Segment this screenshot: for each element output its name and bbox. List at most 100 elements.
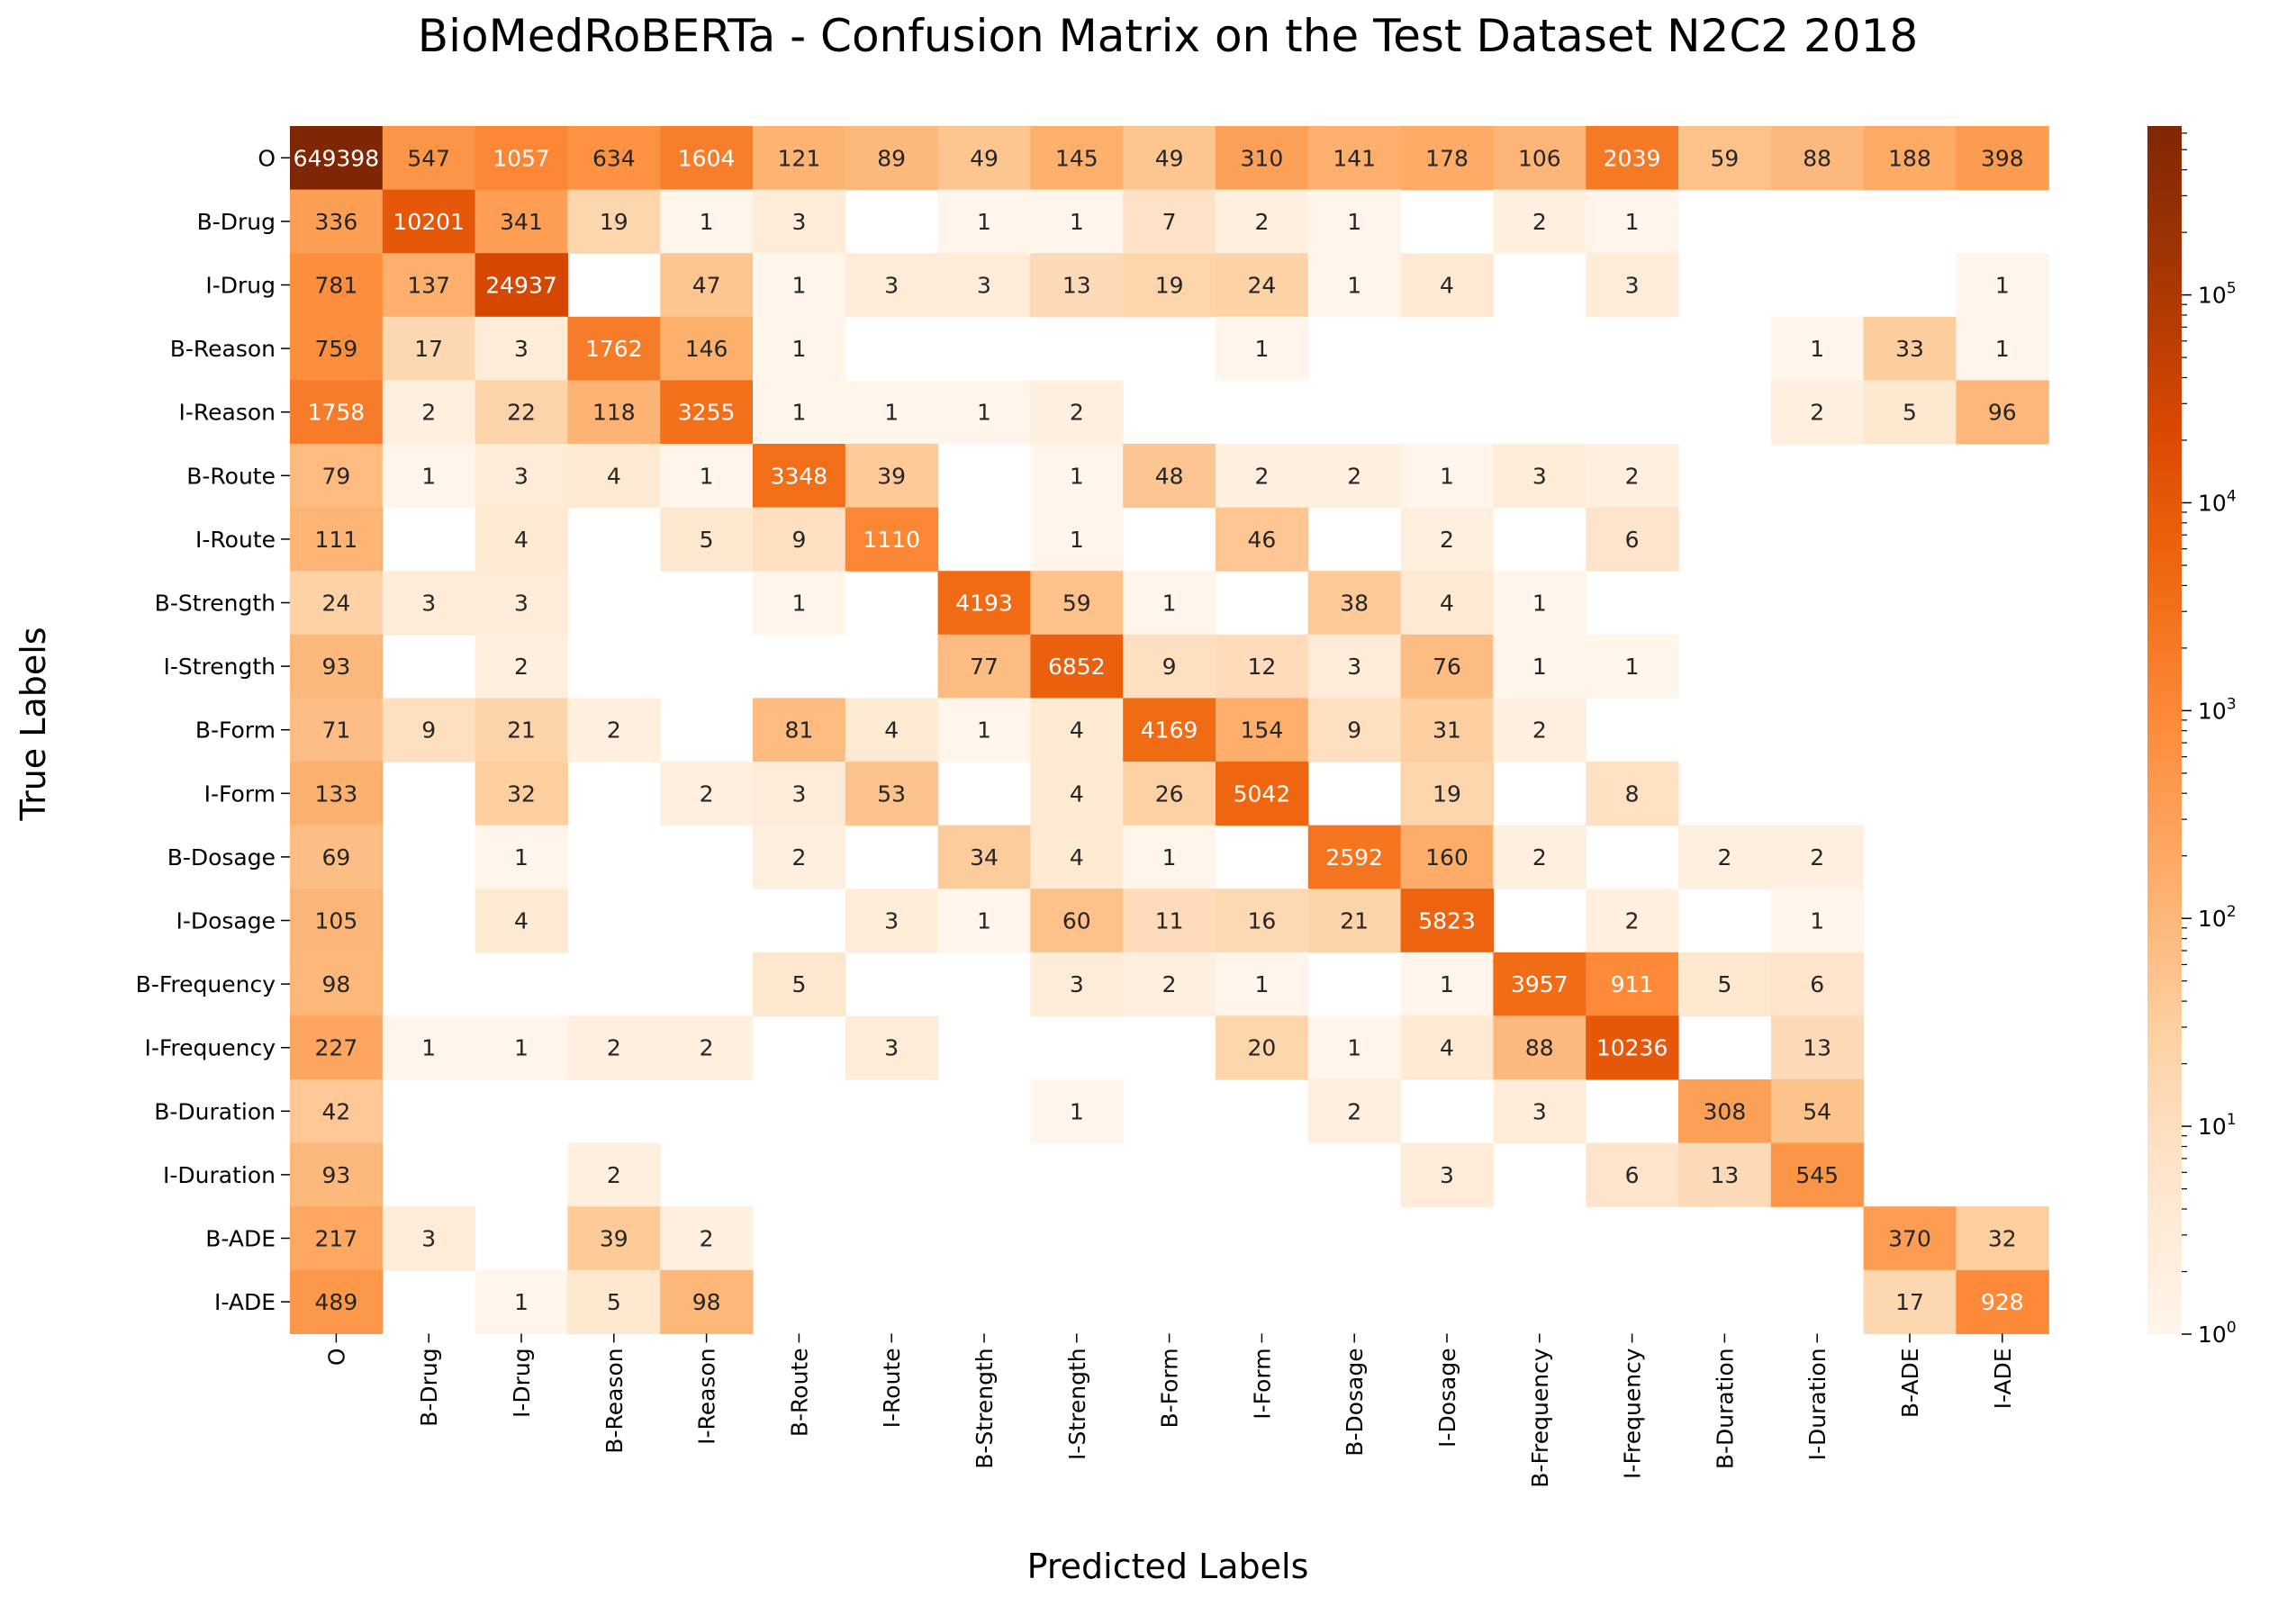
cell-value-label: 49 (1155, 145, 1184, 171)
cell-value-label: 2 (514, 654, 529, 680)
cell-value-label: 911 (1611, 971, 1654, 997)
heatmap-cell (845, 762, 939, 826)
cell-value-label: 3 (421, 591, 436, 617)
cell-value-label: 2 (791, 844, 806, 871)
column-tick-label: I-Form (1249, 1348, 1275, 1419)
y-axis-label: True Labels (14, 627, 53, 821)
heatmap-cell (753, 380, 846, 445)
cell-value-label: 2 (1717, 844, 1731, 871)
heatmap-cell (1123, 698, 1216, 762)
heatmap-cell (1216, 126, 1309, 191)
cell-value-label: 19 (1433, 780, 1461, 807)
heatmap-cell (290, 1142, 384, 1207)
heatmap-cell (1123, 825, 1216, 889)
colorbar-tick-label: 100 (2198, 1319, 2237, 1348)
heatmap-cell (753, 952, 846, 1016)
cell-value-label: 1057 (493, 145, 550, 171)
cell-value-label: 4193 (955, 591, 1013, 617)
cell-value-label: 3 (1625, 273, 1640, 299)
cell-value-label: 341 (500, 209, 543, 235)
column-tick-label: I-Dosage (1434, 1348, 1460, 1448)
heatmap-cell (290, 571, 384, 636)
cell-value-label: 2 (1810, 400, 1824, 426)
heatmap-cell (845, 253, 939, 318)
heatmap-cell (567, 444, 661, 509)
heatmap-cell (290, 380, 384, 445)
heatmap-cell (660, 380, 754, 445)
heatmap-cell (660, 444, 754, 509)
heatmap-cell (475, 507, 568, 572)
heatmap-cell (1400, 444, 1494, 509)
cell-value-label: 1 (1810, 908, 1824, 934)
cell-value-label: 1 (421, 1035, 436, 1061)
cell-value-label: 2 (700, 780, 714, 807)
heatmap-cell (1493, 1079, 1586, 1144)
cell-value-label: 111 (315, 527, 358, 553)
heatmap-cell (1400, 634, 1494, 699)
heatmap-cell (660, 1015, 754, 1080)
cell-value-label: 1 (977, 400, 991, 426)
cell-value-label: 1 (700, 209, 714, 235)
heatmap-cell (937, 825, 1031, 889)
cell-value-label: 1 (1995, 336, 2010, 362)
cell-value-label: 1 (1440, 463, 1454, 489)
row-tick-label: O (258, 145, 276, 171)
cell-value-label: 42 (321, 1098, 350, 1124)
cell-value-label: 370 (1888, 1226, 1931, 1252)
heatmap-cell (382, 126, 476, 191)
cell-value-label: 2 (1532, 209, 1547, 235)
column-tick-label: B-Duration (1712, 1348, 1738, 1469)
cell-value-label: 2 (607, 717, 621, 744)
heatmap-cell (753, 316, 846, 381)
cell-value-label: 3 (1532, 463, 1547, 489)
heatmap-cell (1307, 825, 1402, 889)
heatmap-cell (567, 1142, 661, 1207)
cell-value-label: 4 (1440, 1035, 1454, 1061)
heatmap-cell (290, 889, 384, 953)
heatmap-cell (475, 253, 568, 318)
cell-value-label: 33 (1895, 336, 1924, 362)
column-tick-label: B-Drug (416, 1348, 442, 1426)
cell-value-label: 2592 (1325, 844, 1383, 871)
column-tick-labels: O B-Drug I-Drug B-Reason I-Reason B-Route I-Ro… (323, 1333, 2016, 1488)
cell-value-label: 2 (607, 1035, 621, 1061)
heatmap-cell (382, 1206, 476, 1271)
heatmap-cell (1307, 1079, 1402, 1144)
heatmap-cell (382, 698, 476, 762)
heatmap-cell (1030, 507, 1124, 572)
cell-value-label: 1 (791, 273, 806, 299)
cell-value-label: 1 (791, 591, 806, 617)
heatmap-cell (290, 634, 384, 699)
heatmap-cells: 649398 547 1057 634 1604 121 89 49 145 49 310 141 17… (290, 126, 2049, 1334)
cell-value-label: 4 (1070, 717, 1084, 744)
cell-value-label: 2 (1625, 908, 1640, 934)
cell-value-label: 2 (700, 1035, 714, 1061)
heatmap-cell (1678, 1142, 1772, 1207)
heatmap-cell (1956, 126, 2049, 191)
heatmap-cell (1678, 952, 1772, 1016)
heatmap-cell (1586, 634, 1679, 699)
cell-value-label: 59 (1062, 591, 1091, 617)
cell-value-label: 781 (315, 273, 358, 299)
heatmap-cell (1956, 316, 2049, 381)
heatmap-cell (1216, 316, 1309, 381)
heatmap-cell (937, 126, 1031, 191)
cell-value-label: 3 (884, 1035, 899, 1061)
cell-value-label: 4 (1440, 591, 1454, 617)
cell-value-label: 9 (1162, 654, 1177, 680)
heatmap-cell (1030, 571, 1124, 636)
cell-value-label: 3 (977, 273, 991, 299)
heatmap-cell (1307, 698, 1402, 762)
cell-value-label: 3957 (1511, 971, 1568, 997)
column-tick-label: I-Strength (1064, 1348, 1090, 1460)
cell-value-label: 2 (1532, 844, 1547, 871)
heatmap-cell (660, 1206, 754, 1271)
heatmap-cell (475, 825, 568, 889)
heatmap-cell (1123, 634, 1216, 699)
cell-value-label: 1 (421, 463, 436, 489)
heatmap-cell (1770, 952, 1865, 1016)
heatmap-cell (937, 889, 1031, 953)
heatmap-cell (1400, 126, 1494, 191)
cell-value-label: 3 (1532, 1098, 1547, 1124)
heatmap-cell (1307, 444, 1402, 509)
